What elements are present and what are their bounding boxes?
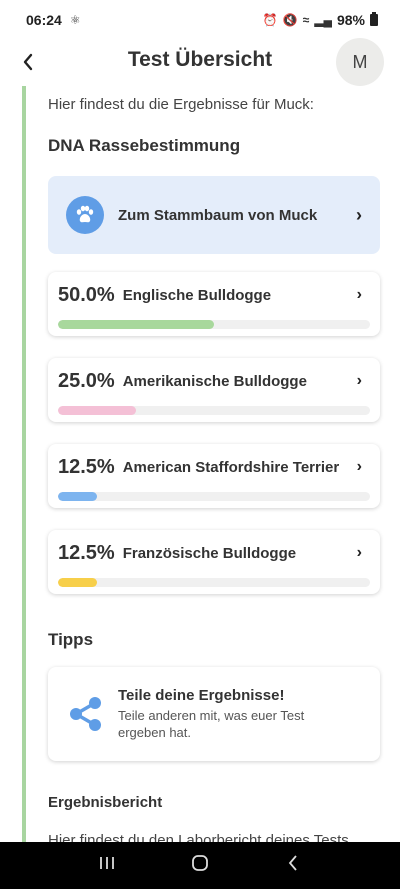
breed-card[interactable]: 25.0% Amerikanische Bulldogge › (48, 358, 380, 422)
tips-section-title: Tipps (48, 630, 94, 649)
status-bar: 06:24 ⚛ ⏰ 🔇 ≈ ▂▄ 98% (0, 0, 400, 40)
app-header: Test Übersicht M (0, 38, 400, 86)
breed-progress-fill (58, 320, 214, 329)
notification-icon: ⚛ (69, 13, 81, 27)
back-button[interactable] (16, 48, 40, 76)
battery-icon (370, 12, 378, 26)
alarm-icon: ⏰ (262, 13, 278, 27)
breed-progress-fill (58, 578, 97, 587)
system-back-button[interactable] (273, 854, 313, 877)
report-section-title: Ergebnisbericht (48, 794, 163, 811)
pedigree-label: Zum Stammbaum von Muck (118, 206, 318, 224)
signal-icon: ▂▄ (314, 13, 332, 27)
recent-apps-icon (99, 857, 114, 869)
breed-percent: 50.0% (58, 283, 115, 306)
breed-name: Amerikanische Bulldogge (122, 372, 307, 390)
wifi-icon: ≈ (302, 13, 310, 27)
breed-percent: 12.5% (58, 455, 115, 478)
breed-card[interactable]: 50.0% Englische Bulldogge › (48, 272, 380, 336)
breed-progress-track (58, 320, 370, 329)
breed-name: Englische Bulldogge (122, 286, 272, 304)
main-content: Hier findest du die Ergebnisse für Muck:… (48, 96, 380, 849)
chevron-right-icon: › (356, 204, 362, 225)
breed-progress-fill (58, 406, 136, 415)
paw-icon (66, 196, 104, 234)
home-button[interactable] (180, 854, 220, 877)
chevron-right-icon: › (356, 458, 362, 475)
breed-card[interactable]: 12.5% American Staffordshire Terrier › (48, 444, 380, 508)
breed-progress-track (58, 578, 370, 587)
breed-name: Französische Bulldogge (122, 544, 297, 562)
intro-text: Hier findest du die Ergebnisse für Muck: (48, 96, 314, 113)
system-nav-bar (0, 842, 400, 889)
page-title: Test Übersicht (127, 48, 273, 71)
timeline-line (22, 86, 26, 846)
back-icon (289, 855, 297, 871)
breed-progress-fill (58, 492, 97, 501)
share-results-card[interactable]: Teile deine Ergebnisse! Teile anderen mi… (48, 667, 380, 761)
breed-progress-track (58, 492, 370, 501)
breed-percent: 25.0% (58, 369, 115, 392)
share-icon (70, 697, 101, 731)
breed-progress-track (58, 406, 370, 415)
battery-percent: 98% (336, 12, 365, 28)
status-time: 06:24 (26, 12, 62, 28)
dna-section-title: DNA Rassebestimmung (48, 136, 241, 155)
share-title: Teile deine Ergebnisse! (118, 687, 285, 704)
pedigree-button[interactable]: Zum Stammbaum von Muck › (48, 176, 380, 254)
chevron-right-icon: › (356, 544, 362, 561)
breed-card[interactable]: 12.5% Französische Bulldogge › (48, 530, 380, 594)
breed-name: American Staffordshire Terrier (122, 458, 340, 476)
mute-icon: 🔇 (282, 13, 298, 27)
avatar[interactable]: M (336, 38, 384, 86)
breed-percent: 12.5% (58, 541, 115, 564)
chevron-left-icon (23, 53, 33, 71)
share-subtitle: Teile anderen mit, was euer Test ergeben… (118, 708, 305, 740)
chevron-right-icon: › (356, 372, 362, 389)
recent-apps-button[interactable] (87, 855, 127, 876)
chevron-right-icon: › (356, 286, 362, 303)
home-icon (192, 855, 208, 871)
